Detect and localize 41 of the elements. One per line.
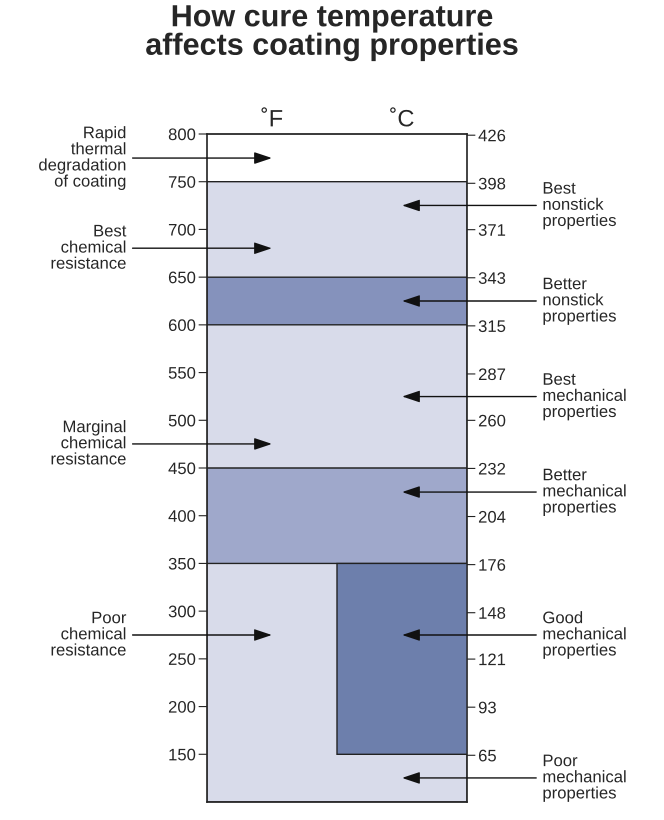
y2-tick-label: 204 [478,510,506,523]
y-tick-label: 550 [168,366,196,379]
text: Poor mechanical properties [543,754,626,802]
y2-tick-label: 260 [478,414,506,427]
y2-tick-label: 93 [478,702,496,714]
y-tick-label: 500 [168,414,196,426]
y-tick-label: 600 [168,319,196,332]
text: Rapid thermal degradation of coating [39,126,126,190]
y2-tick-label: 315 [478,320,506,332]
y-tick-label: 450 [168,462,196,474]
text: Good mechanical properties [543,611,626,659]
y2-tick-label: 287 [478,368,506,380]
y-tick-label: 700 [168,224,196,236]
y2-tick-label: 398 [478,178,506,190]
y2-tick-label: 343 [478,272,506,284]
y-tick-label: 650 [168,272,196,284]
y2-tick-label: 371 [478,224,506,236]
chart-title: How cure temperature affects coating properties [146,5,518,62]
x-tick-label: ˚C [390,107,414,127]
y2-tick-label: 148 [479,607,506,619]
y-tick-label: 150 [169,748,196,760]
y-tick-label: 400 [168,510,196,522]
y2-tick-label: 232 [478,462,506,475]
text: Best mechanical properties [543,373,626,420]
y2-tick-label: 65 [478,750,496,762]
text: Better nonstick properties [543,278,616,325]
y-tick-label: 250 [168,653,196,666]
text: Better mechanical properties [543,468,626,516]
text: Best nonstick properties [543,182,616,230]
y-tick-label: 350 [168,558,196,570]
y-tick-label: 300 [168,606,196,618]
text: Poor chemical resistance [52,612,126,656]
y-tick-label: 750 [168,176,196,188]
text: Best chemical resistance [52,224,126,269]
x-tick-label: ˚F [261,107,282,126]
y2-tick-label: 176 [479,559,506,571]
y2-tick-label: 121 [479,653,506,666]
y-tick-label: 200 [168,700,196,713]
text: Marginal chemical resistance [52,420,126,465]
y-tick-label: 800 [168,128,196,140]
y2-tick-label: 426 [478,130,506,142]
